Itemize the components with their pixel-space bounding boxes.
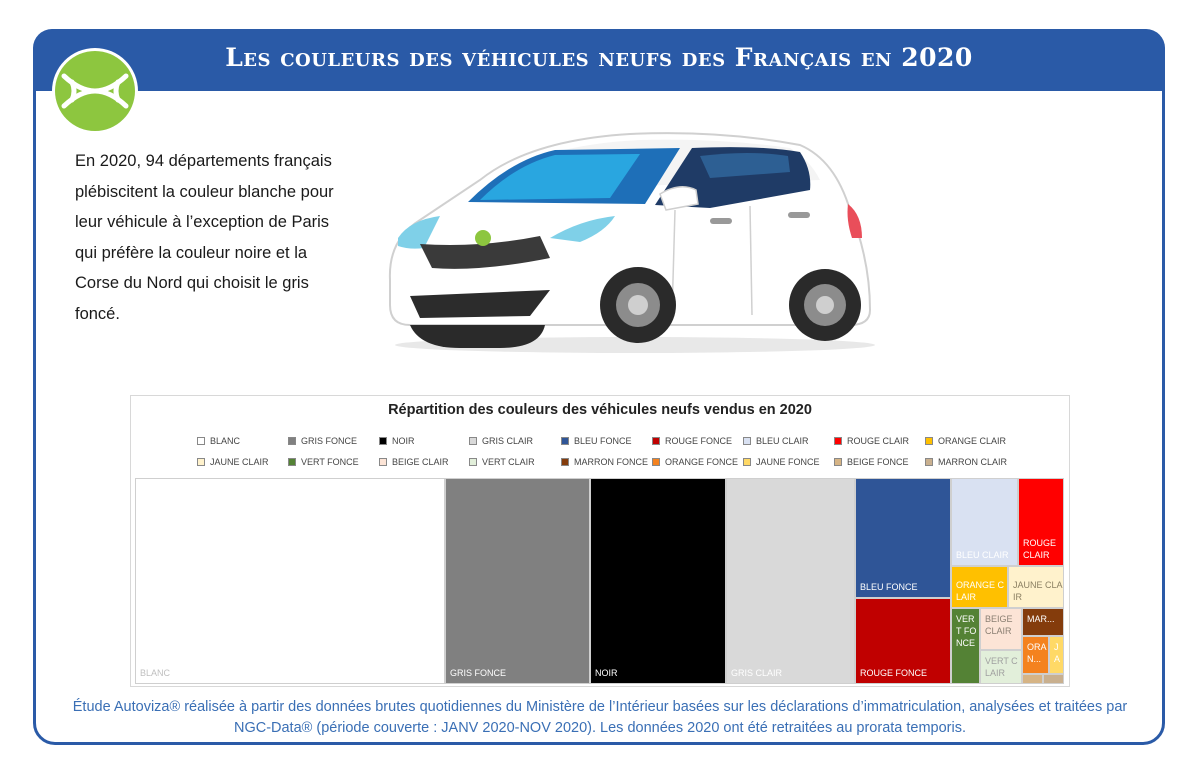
treemap-cell-label: VERT CLAIR — [985, 656, 1018, 678]
treemap-cell: JAUNE CLAIR — [1008, 566, 1064, 608]
legend-label: VERT FONCE — [301, 457, 359, 467]
legend-item: NOIR — [379, 436, 415, 446]
legend-item: VERT FONCE — [288, 457, 359, 467]
legend-label: BEIGE CLAIR — [392, 457, 449, 467]
treemap-cell: BLEU FONCE — [855, 478, 951, 598]
legend-item: GRIS FONCE — [288, 436, 357, 446]
legend-item: ORANGE CLAIR — [925, 436, 1006, 446]
treemap-cell: ROUGE FONCE — [855, 598, 951, 684]
treemap-cell: NOIR — [590, 478, 726, 684]
treemap-cell-label: GRIS FONCE — [450, 668, 507, 678]
legend-swatch — [925, 437, 933, 445]
legend-item: BEIGE CLAIR — [379, 457, 449, 467]
legend-swatch — [469, 458, 477, 466]
legend-label: BLEU CLAIR — [756, 436, 809, 446]
legend-label: GRIS CLAIR — [482, 436, 534, 446]
autoviza-logo-icon — [52, 48, 138, 134]
treemap-cell-label: JAUNE CLAIR — [1013, 580, 1063, 602]
treemap-cell: BEIGE CLAIR — [980, 608, 1022, 650]
page-title: Les couleurs des véhicules neufs des Fra… — [225, 43, 973, 72]
treemap-cell: VERT CLAIR — [980, 650, 1022, 684]
treemap-cell-label: ORANGE CLAIR — [956, 580, 1005, 602]
treemap-cell: MAR... — [1022, 608, 1064, 636]
legend-item: VERT CLAIR — [469, 457, 535, 467]
treemap-cell-label: BLEU FONCE — [860, 582, 918, 592]
legend-item: BLANC — [197, 436, 240, 446]
legend-item: ROUGE CLAIR — [834, 436, 909, 446]
chart-legend: BLANC GRIS FONCE NOIR GRIS CLAIR BLEU FONCE R… — [131, 396, 1069, 476]
treemap-cell-label: VERT FONCE — [956, 614, 977, 648]
treemap-cell — [1043, 674, 1064, 684]
treemap-cell-label: ORA N... — [1027, 642, 1047, 664]
legend-label: VERT CLAIR — [482, 457, 535, 467]
legend-item: MARRON CLAIR — [925, 457, 1007, 467]
legend-label: NOIR — [392, 436, 415, 446]
legend-label: MARRON FONCE — [574, 457, 648, 467]
legend-swatch — [288, 437, 296, 445]
treemap-cell: ORANGE CLAIR — [951, 566, 1008, 608]
legend-label: GRIS FONCE — [301, 436, 358, 446]
legend-swatch — [834, 437, 842, 445]
treemap-cell: VERT FONCE — [951, 608, 980, 684]
legend-swatch — [743, 437, 751, 445]
legend-label: ROUGE CLAIR — [847, 436, 910, 446]
treemap-cell-label: NOIR — [595, 668, 618, 678]
treemap-cell-label: BLEU CLAIR — [956, 550, 1009, 560]
legend-swatch — [469, 437, 477, 445]
treemap-cell: GRIS FONCE — [445, 478, 590, 684]
legend-swatch — [925, 458, 933, 466]
legend-swatch — [834, 458, 842, 466]
legend-swatch — [197, 458, 205, 466]
treemap-cell: ROUGE CLAIR — [1018, 478, 1064, 566]
legend-item: MARRON FONCE — [561, 457, 648, 467]
legend-label: ROUGE FONCE — [665, 436, 733, 446]
legend-swatch — [652, 437, 660, 445]
legend-swatch — [561, 458, 569, 466]
treemap-cell-label: J A — [1054, 642, 1061, 664]
legend-swatch — [379, 458, 387, 466]
legend-label: MARRON CLAIR — [938, 457, 1008, 467]
treemap-cell-label: BEIGE CLAIR — [985, 614, 1013, 636]
treemap-cell-label: GRIS CLAIR — [731, 668, 783, 678]
treemap-cell-label: ROUGE FONCE — [860, 668, 928, 678]
intro-paragraph: En 2020, 94 départements français plébis… — [75, 152, 334, 323]
treemap-cell-label: ROUGE CLAIR — [1023, 538, 1057, 560]
legend-item: BLEU CLAIR — [743, 436, 809, 446]
legend-item: ORANGE FONCE — [652, 457, 738, 467]
treemap-cell: GRIS CLAIR — [726, 478, 855, 684]
legend-item: JAUNE CLAIR — [197, 457, 269, 467]
footer-note: Étude Autoviza® réalisée à partir des do… — [72, 699, 1128, 736]
legend-swatch — [197, 437, 205, 445]
legend-label: BLANC — [210, 436, 241, 446]
header-bar: Les couleurs des véhicules neufs des Fra… — [33, 29, 1165, 91]
treemap-cell-label: BLANC — [140, 668, 171, 678]
legend-item: BEIGE FONCE — [834, 457, 909, 467]
legend-swatch — [561, 437, 569, 445]
legend-label: ORANGE CLAIR — [938, 436, 1007, 446]
treemap-cell: BLEU CLAIR — [951, 478, 1018, 566]
legend-swatch — [379, 437, 387, 445]
legend-label: BLEU FONCE — [574, 436, 632, 446]
legend-item: BLEU FONCE — [561, 436, 632, 446]
legend-item: GRIS CLAIR — [469, 436, 533, 446]
treemap-cell: BLANC — [135, 478, 445, 684]
legend-swatch — [743, 458, 751, 466]
legend-item: JAUNE FONCE — [743, 457, 820, 467]
legend-label: ORANGE FONCE — [665, 457, 739, 467]
chart-title: Répartition des couleurs des véhicules n… — [388, 402, 812, 418]
car-illustration — [388, 132, 875, 353]
treemap-area: BLANC GRIS FONCE NOIR GRIS CLAIR BLEU FONCE R… — [135, 478, 1065, 684]
legend-swatch — [288, 458, 296, 466]
legend-label: JAUNE FONCE — [756, 457, 820, 467]
legend-label: BEIGE FONCE — [847, 457, 909, 467]
treemap-cell: J A — [1049, 636, 1064, 674]
treemap-cell — [1022, 674, 1043, 684]
treemap-cell-label: MAR... — [1027, 614, 1055, 624]
treemap-cell: ORA N... — [1022, 636, 1049, 674]
legend-swatch — [652, 458, 660, 466]
legend-item: ROUGE FONCE — [652, 436, 732, 446]
legend-label: JAUNE CLAIR — [210, 457, 269, 467]
